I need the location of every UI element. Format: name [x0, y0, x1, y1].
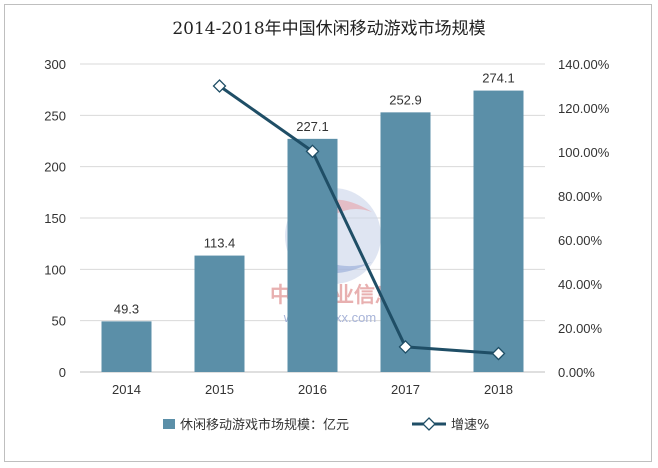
- legend-line-marker: [422, 417, 436, 431]
- y-right-tick-label: 80.00%: [558, 189, 603, 204]
- y-left-tick-label: 150: [44, 211, 66, 226]
- y-left-tick-label: 250: [44, 108, 66, 123]
- y-left-axis-ticks: 0 50 100 150 200 250 300: [44, 57, 66, 380]
- bar-data-label: 252.9: [389, 92, 422, 107]
- legend-line-label: 增速%: [451, 418, 489, 433]
- x-axis-ticks: 2014 2015 2016 2017 2018: [112, 382, 513, 397]
- bar: [101, 321, 152, 372]
- bar: [380, 112, 431, 372]
- bar-data-labels: 49.3 113.4 227.1 252.9 274.1: [114, 71, 515, 317]
- y-right-tick-label: 140.00%: [558, 57, 610, 72]
- y-right-tick-label: 100.00%: [558, 145, 610, 160]
- x-tick-label: 2018: [484, 382, 513, 397]
- chart-title: 2014-2018年中国休闲移动游戏市场规模: [172, 19, 486, 39]
- y-left-tick-label: 200: [44, 160, 66, 175]
- y-right-tick-label: 60.00%: [558, 233, 603, 248]
- growth-point-marker: [305, 144, 320, 159]
- bar: [473, 90, 524, 372]
- growth-point-marker: [212, 79, 227, 93]
- bar-data-label: 113.4: [204, 236, 236, 251]
- y-left-tick-label: 0: [59, 365, 66, 380]
- x-tick-label: 2016: [298, 382, 327, 397]
- x-tick-label: 2014: [112, 382, 141, 397]
- bar-data-label: 227.1: [296, 119, 329, 134]
- y-left-tick-label: 100: [44, 262, 66, 277]
- growth-point-marker: [398, 340, 413, 354]
- growth-line-series: [212, 79, 506, 361]
- legend-bar-swatch: [163, 419, 175, 429]
- x-tick-label: 2015: [205, 382, 234, 397]
- legend-bar-label: 休闲移动游戏市场规模：亿元: [180, 417, 349, 433]
- bar-series: [101, 90, 524, 372]
- y-right-tick-label: 40.00%: [558, 277, 603, 292]
- y-right-tick-label: 0.00%: [558, 365, 595, 380]
- growth-line: [218, 84, 499, 356]
- legend: 休闲移动游戏市场规模：亿元 增速%: [163, 417, 489, 433]
- y-left-tick-label: 300: [44, 57, 66, 72]
- bar-data-label: 49.3: [114, 301, 139, 316]
- growth-point-marker: [491, 346, 506, 361]
- x-tick-label: 2017: [391, 382, 420, 397]
- bar-data-label: 274.1: [482, 71, 515, 86]
- y-right-tick-label: 20.00%: [558, 321, 603, 336]
- y-right-axis-ticks: 0.00% 20.00% 40.00% 60.00% 80.00% 100.00% 120.…: [558, 57, 610, 380]
- bar: [194, 255, 245, 372]
- bar: [287, 138, 338, 372]
- y-left-tick-label: 50: [52, 314, 66, 329]
- y-right-tick-label: 120.00%: [558, 101, 610, 116]
